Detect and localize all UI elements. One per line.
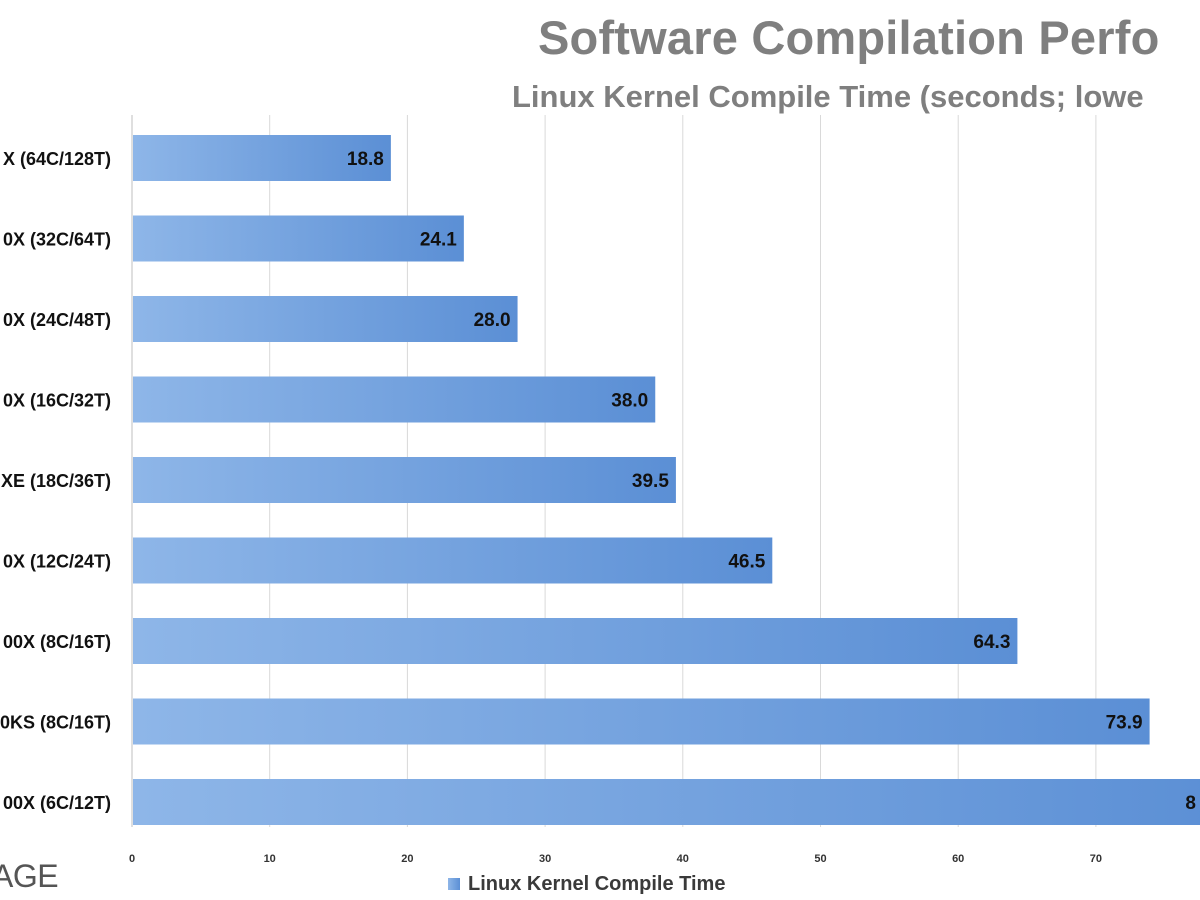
legend-label: Linux Kernel Compile Time (468, 873, 726, 895)
chart-subtitle: Linux Kernel Compile Time (seconds; lowe (512, 79, 1144, 114)
bar (133, 537, 773, 584)
category-label: 0X (12C/24T) (3, 552, 111, 572)
bars (133, 135, 1200, 825)
data-label: 64.3 (973, 632, 1010, 653)
x-tick-label: 20 (401, 853, 413, 865)
bar (133, 135, 391, 181)
bar (133, 215, 464, 262)
data-label: 73.9 (1106, 713, 1143, 734)
x-tick-label: 40 (677, 853, 689, 865)
category-labels: X (64C/128T) 0X (32C/64T) 0X (24C/48T) 0X (… (0, 149, 111, 813)
watermark: AGE (0, 858, 59, 894)
category-label: 0X (32C/64T) (3, 230, 111, 250)
data-label: 24.1 (420, 230, 457, 251)
bar (133, 779, 1200, 825)
x-tick-label: 60 (952, 853, 964, 865)
category-label: XE (18C/36T) (1, 471, 111, 491)
data-label: 8 (1185, 793, 1196, 814)
legend: Linux Kernel Compile Time (448, 872, 725, 896)
bar (133, 457, 676, 503)
x-tick-label: 50 (814, 853, 826, 865)
bar (133, 618, 1018, 664)
bar (133, 698, 1150, 745)
x-tick-label: 30 (539, 853, 551, 865)
bar (133, 296, 518, 342)
data-label: 46.5 (728, 552, 765, 573)
data-label: 38.0 (611, 391, 648, 412)
x-tick-label: 0 (129, 853, 135, 865)
category-label: 0X (16C/32T) (3, 391, 111, 411)
data-label: 18.8 (347, 149, 384, 170)
category-label: 0KS (8C/16T) (0, 713, 111, 733)
chart-title: Software Compilation Perfo (538, 11, 1160, 64)
legend-swatch (448, 878, 460, 890)
x-tick-label: 70 (1090, 853, 1102, 865)
data-labels: 18.8 24.1 28.0 38.0 39.5 46.5 64.3 73.9 8 (347, 149, 1196, 814)
category-label: 00X (8C/16T) (3, 632, 111, 652)
category-label: 00X (6C/12T) (3, 793, 111, 813)
bar (133, 376, 656, 423)
x-tick-labels: 0 10 20 30 40 50 60 70 (129, 853, 1102, 865)
data-label: 39.5 (632, 471, 669, 492)
category-label: 0X (24C/48T) (3, 310, 111, 330)
category-label: X (64C/128T) (3, 149, 111, 169)
x-tick-label: 10 (264, 853, 276, 865)
data-label: 28.0 (474, 310, 511, 331)
